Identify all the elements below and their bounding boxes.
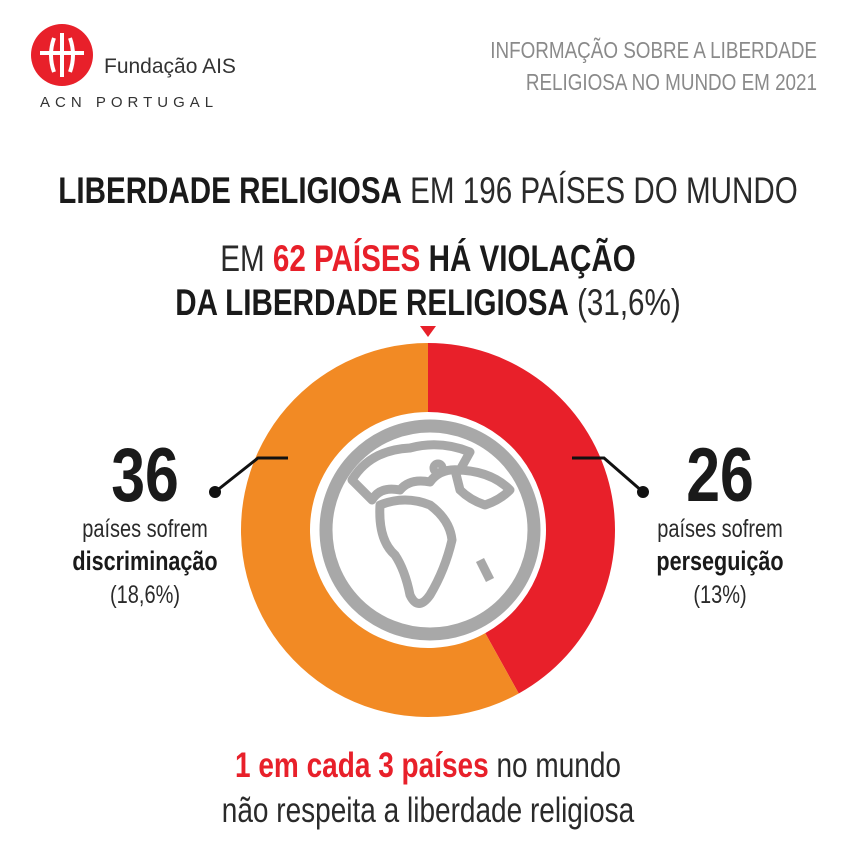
logo-sub: ACN PORTUGAL (40, 94, 218, 111)
headline: LIBERDADE RELIGIOSA EM 196 PAÍSES DO MUN… (58, 171, 797, 324)
connector-dot (209, 486, 221, 498)
footer-segment: no mundo (489, 745, 621, 785)
globe-outline (319, 419, 541, 641)
headline-line: EM 62 PAÍSES HÁ VIOLAÇÃO (220, 238, 636, 280)
value-label-wrap: 36 (111, 433, 179, 518)
logo-cross (40, 33, 84, 77)
caption-wrap: países sofrem (657, 515, 783, 543)
value-label: 36 (111, 433, 179, 518)
footer-line: 1 em cada 3 países no mundo (235, 745, 621, 785)
headline-line: DA LIBERDADE RELIGIOSA (31,6%) (175, 283, 680, 324)
headline-line: LIBERDADE RELIGIOSA EM 196 PAÍSES DO MUN… (58, 171, 797, 212)
donut-segment (428, 342, 616, 694)
footer-segment: não respeita a liberdade religiosa (222, 790, 635, 830)
share-label: (13%) (693, 581, 746, 609)
headline-segment: 62 PAÍSES (273, 238, 421, 280)
headline-segment: EM 196 PAÍSES DO MUNDO (402, 171, 798, 212)
share-label-wrap: (18,6%) (110, 581, 180, 609)
info-line: RELIGIOSA NO MUNDO EM 2021 (526, 70, 817, 95)
category-label: perseguição (656, 547, 783, 577)
logo (31, 24, 93, 86)
caption: países sofrem (657, 515, 783, 543)
share-label: (18,6%) (110, 581, 180, 609)
globe (319, 419, 541, 641)
headline-segment: EM (220, 239, 273, 280)
footer-text: não respeita a liberdade religiosa (222, 790, 635, 830)
value-label: 26 (686, 433, 754, 518)
caption-wrap: países sofrem (82, 515, 208, 543)
island (475, 557, 495, 583)
footer-segment: 1 em cada 3 países (235, 745, 489, 785)
headline-segment: HÁ VIOLAÇÃO (420, 238, 635, 280)
headline-segment: (31,6%) (569, 283, 681, 324)
continent (375, 495, 457, 608)
connector-dot (637, 486, 649, 498)
connector (214, 456, 288, 494)
category-label-wrap: discriminação (72, 547, 217, 577)
footer-text: 1 em cada 3 países no mundo (235, 745, 621, 785)
headline-segment: DA LIBERDADE RELIGIOSA (175, 283, 569, 324)
footer: 1 em cada 3 países no mundo não respeita … (222, 745, 635, 830)
continent (450, 465, 515, 510)
share-label-wrap: (13%) (693, 581, 746, 609)
info-line: INFORMAÇÃO SOBRE A LIBERDADE (490, 37, 817, 63)
value-label-wrap: 26 (686, 433, 754, 518)
logo-name: Fundação AIS (104, 55, 236, 78)
headline-text: EM 62 PAÍSES HÁ VIOLAÇÃO (220, 238, 636, 280)
headline-segment: LIBERDADE RELIGIOSA (58, 171, 402, 212)
info: INFORMAÇÃO SOBRE A LIBERDADE RELIGIOSA N… (490, 37, 817, 95)
donut-segment (241, 343, 519, 717)
category-label: discriminação (72, 547, 217, 577)
footer-line: não respeita a liberdade religiosa (222, 790, 635, 830)
headline-text: LIBERDADE RELIGIOSA EM 196 PAÍSES DO MUN… (58, 171, 797, 212)
island (429, 459, 447, 477)
connectors (214, 456, 644, 494)
connector (572, 456, 644, 494)
caption: países sofrem (82, 515, 208, 543)
category-label-wrap: perseguição (656, 547, 783, 577)
headline-text: DA LIBERDADE RELIGIOSA (31,6%) (175, 283, 680, 324)
pointer (420, 326, 436, 337)
